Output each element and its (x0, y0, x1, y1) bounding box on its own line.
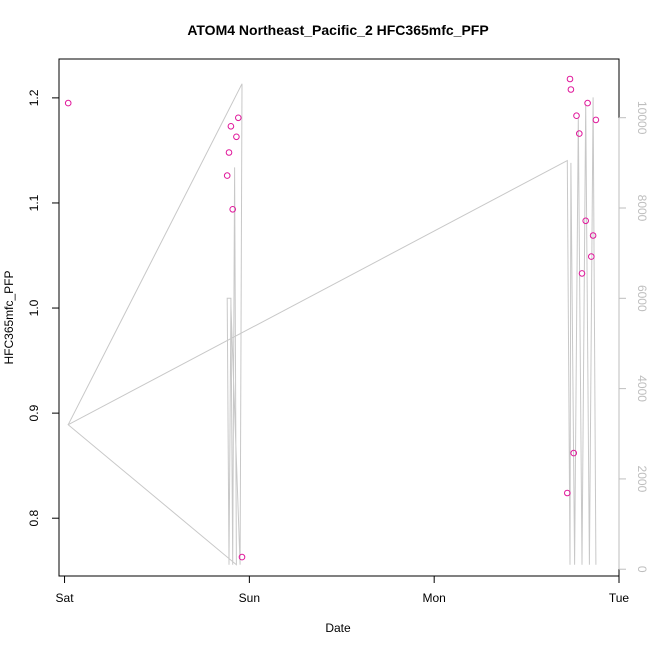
y2-tick-label: 8000 (635, 195, 649, 222)
x-axis-label: Date (325, 621, 351, 635)
y-tick-label: 0.8 (27, 510, 41, 527)
data-point (64, 99, 72, 107)
y-axis-right: 0 2000 4000 6000 8000 10000 (618, 101, 649, 573)
point-series (64, 75, 600, 561)
line-series-path (67, 83, 597, 566)
y2-tick-label: 10000 (635, 101, 649, 135)
chart-title: ATOM4 Northeast_Pacific_2 HFC365mfc_PFP (187, 22, 488, 38)
y-tick-label: 1.2 (27, 89, 41, 106)
x-axis: Sat Sun Mon Tue (56, 575, 630, 605)
y2-tick-label: 0 (635, 566, 649, 573)
x-tick-label: Tue (609, 591, 630, 605)
data-point (570, 449, 578, 457)
x-tick-label: Sat (56, 591, 75, 605)
data-point (225, 149, 233, 156)
data-point (584, 99, 591, 107)
data-point (223, 172, 231, 179)
data-point (567, 86, 575, 93)
data-point (573, 112, 580, 119)
plot-frame (58, 58, 620, 577)
x-tick-label: Sun (239, 591, 260, 605)
y2-tick-label: 6000 (635, 285, 649, 312)
x-tick-label: Mon (423, 591, 446, 605)
data-point (576, 130, 583, 137)
y-tick-label: 1.0 (27, 299, 41, 316)
data-point (588, 253, 595, 260)
y-axis-label: HFC365mfc_PFP (2, 270, 16, 364)
data-point (227, 123, 235, 130)
data-point (578, 270, 586, 277)
data-point (235, 114, 242, 122)
data-point (564, 489, 571, 497)
y2-tick-label: 4000 (635, 375, 649, 402)
data-point (238, 553, 246, 561)
y-tick-label: 1.1 (27, 194, 41, 211)
data-point (229, 206, 236, 213)
data-point (589, 232, 597, 239)
data-point (592, 116, 600, 124)
y2-tick-label: 2000 (635, 466, 649, 493)
y-axis-left: 0.8 0.9 1.0 1.1 1.2 (27, 89, 60, 527)
data-point (582, 217, 590, 225)
y-tick-label: 0.9 (27, 404, 41, 421)
line-series (67, 83, 597, 566)
data-point (233, 133, 240, 141)
data-point (566, 75, 574, 83)
